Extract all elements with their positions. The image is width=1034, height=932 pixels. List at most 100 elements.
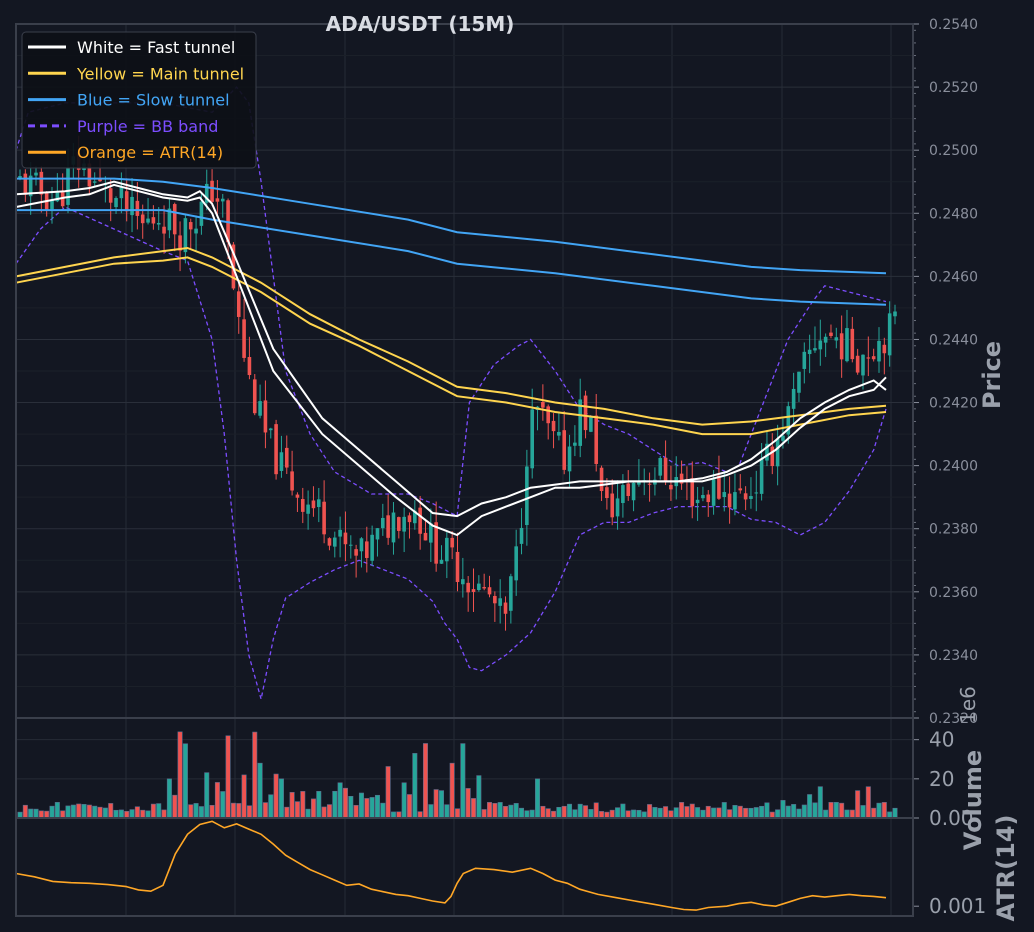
candle-body [284,447,289,468]
volume-bar [369,797,375,819]
volume-bar [876,802,882,819]
candle-body [242,319,246,358]
volume-bar [556,806,562,819]
candle-body [114,198,118,208]
candle-body [818,340,823,350]
candle-body [829,332,833,337]
volume-bar [817,786,823,819]
volume-bar [316,791,322,819]
volume-bar [631,809,637,819]
candle-body [178,235,182,251]
candle-body [423,532,428,541]
volume-bar [257,762,263,819]
candle-body [621,485,625,504]
volume-tick-label: 20 [929,767,954,791]
volume-bar [695,807,701,819]
candle-body [439,559,444,564]
volume-bar [503,805,509,819]
volume-bar [497,802,503,819]
candle-body [199,201,204,226]
volume-bar [22,804,28,819]
volume-bar [732,805,738,819]
candle-body [381,517,385,529]
candle-body [306,504,310,514]
candle-body [679,473,684,484]
volume-bar [481,809,487,819]
candle-body [268,428,273,431]
candle-body [669,484,673,490]
volume-bar [519,807,525,819]
candle-body [60,192,65,207]
volume-bar [54,802,60,819]
volume-tick-label: 40 [929,728,954,752]
candle-body [583,395,588,431]
price-tick-label: 0.2520 [929,80,978,96]
volume-bar [294,801,300,819]
candle-body [743,493,748,500]
volume-tick-label: 0.00 [929,806,974,830]
volume-bar [711,807,717,819]
candle-body [183,218,188,253]
candle-body [359,538,364,552]
volume-bar [129,809,135,819]
candle-body [487,587,492,595]
candle-body [108,188,113,203]
atr-panel: 0.001 [15,818,986,918]
candle-body [701,495,705,499]
price-tick-label: 0.2360 [929,585,978,601]
volume-bar [759,805,765,819]
candle-body [263,400,268,433]
price-tick-label: 0.2460 [929,269,978,285]
candle-body [471,589,476,592]
atr-tick-label: 0.001 [929,894,986,918]
candle-body [839,333,844,360]
volume-bar [737,805,743,819]
candle-body [188,222,193,230]
volume-bar [214,782,220,819]
candle-body [727,493,732,508]
volume-bar [428,804,434,819]
volume-bar [156,803,162,819]
candle-body [813,348,817,351]
volume-bar [305,808,311,819]
volume-bar [892,807,898,819]
volume-bar [76,803,82,819]
candle-body [605,487,609,499]
volume-bar [700,809,706,819]
candle-body [717,475,721,499]
volume-bar [652,807,658,819]
candle-body [28,175,33,197]
volume-bar [881,802,887,819]
candle-body [258,401,262,416]
volume-bar [348,796,354,819]
candle-body [332,537,337,547]
slow-tunnel-line [16,209,887,306]
candle-body [279,452,284,471]
candle-body [338,529,342,537]
slow-tunnel-line [16,177,887,275]
volume-bar [385,766,391,819]
volume-bar [380,802,386,819]
volume-bar [460,743,466,819]
volume-bar [198,806,204,819]
volume-bar [60,810,66,819]
candle-body [162,226,166,234]
volume-bar [220,791,226,819]
candle-body [722,492,727,498]
volume-bar [433,789,439,819]
candle-body [247,357,252,376]
volume-bar [33,808,39,819]
candle-body [461,579,465,585]
candle-body [493,595,497,604]
volume-bar [182,743,188,819]
candle-body [386,515,390,538]
candle-body [615,498,620,517]
candle-body [322,501,326,535]
candle-body [749,496,753,499]
candle-body [445,537,449,562]
candle-body [124,191,129,212]
candle-body [34,172,38,176]
candle-body [791,388,796,409]
volume-bar [577,803,583,819]
